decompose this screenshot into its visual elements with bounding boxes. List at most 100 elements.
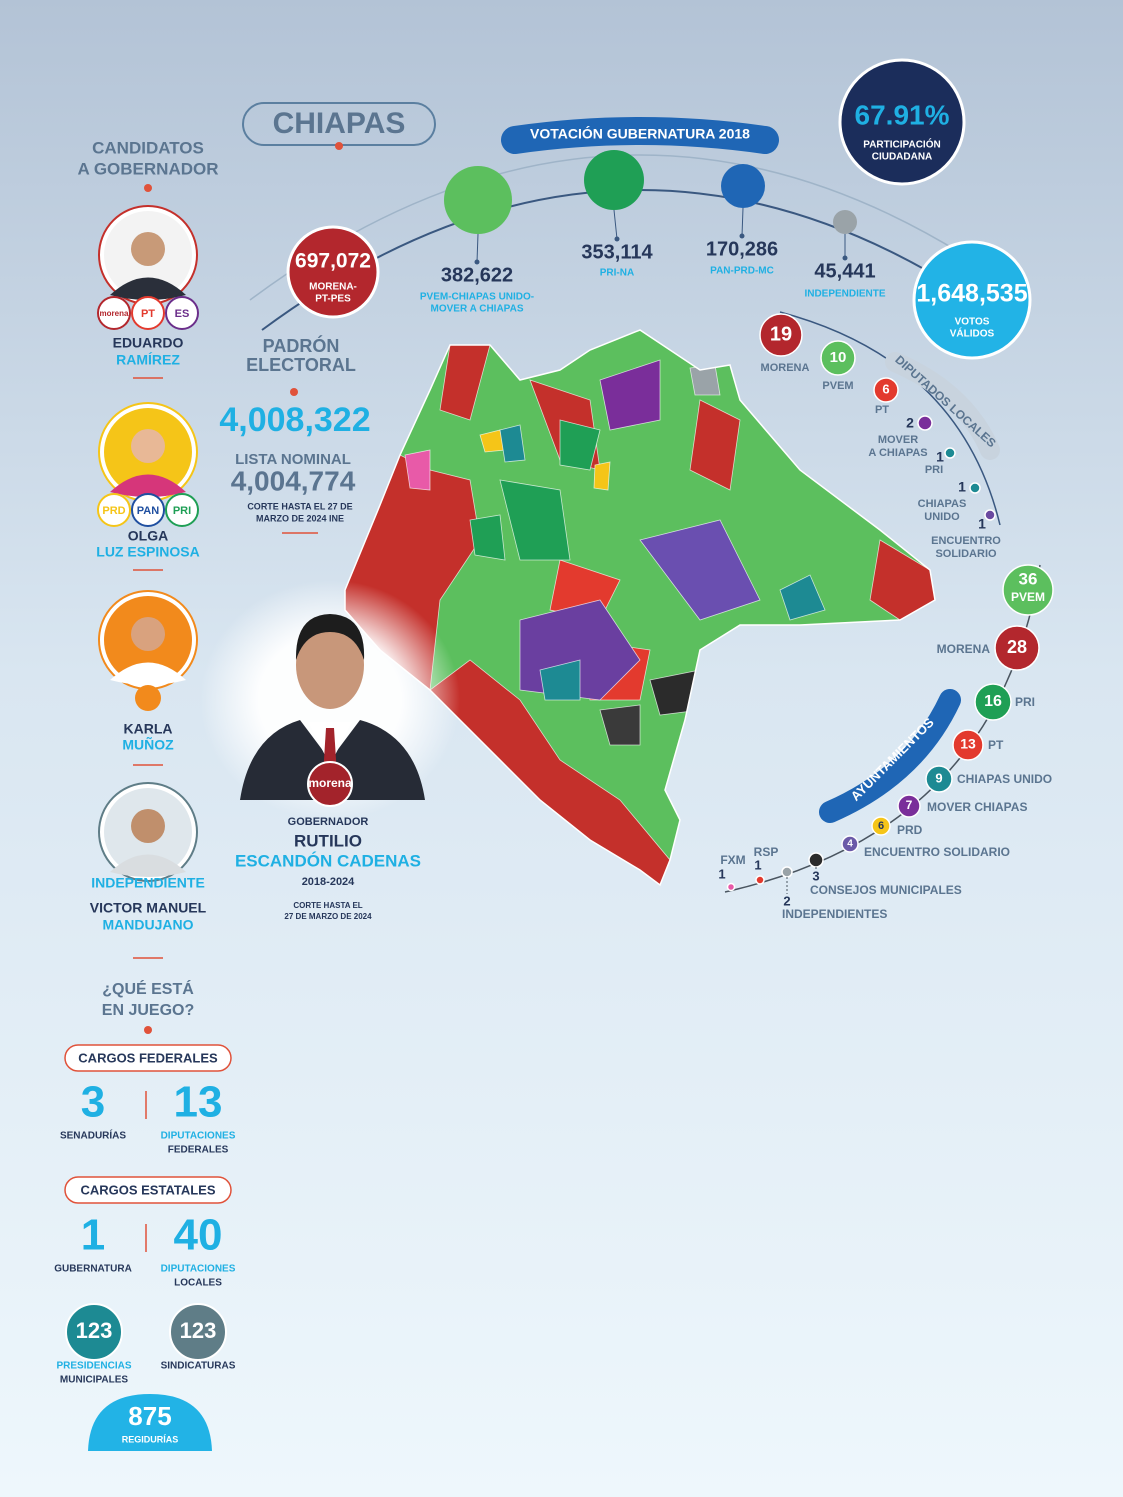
result-party: PAN-PRD-MC — [710, 266, 774, 277]
candidate-surname: MUÑOZ — [122, 736, 174, 753]
accent-dot — [144, 184, 152, 192]
valid-votes-label: VÁLIDOS — [950, 327, 995, 340]
map-region — [599, 359, 661, 431]
stake-label: DIPUTACIONES — [161, 1264, 236, 1275]
stake-badge — [169, 1303, 227, 1361]
council-count: 3 — [812, 868, 819, 883]
seat-party: UNIDO — [924, 511, 960, 523]
nominal-value: 4,004,774 — [231, 465, 356, 496]
council-party: FXM — [720, 853, 745, 867]
section-heading: ¿QUÉ ESTÁ — [102, 979, 194, 998]
stake-number: 3 — [81, 1078, 105, 1127]
map-region — [499, 424, 526, 463]
candidate-surname: MANDUJANO — [103, 917, 194, 933]
governor-party-badge — [307, 761, 353, 807]
seat-count: 2 — [906, 415, 914, 431]
result-votes: 353,114 — [581, 241, 653, 263]
map-region — [639, 519, 761, 621]
padron-value: 4,008,322 — [219, 401, 370, 439]
seat-party: PVEM — [822, 380, 853, 392]
result-party: PRI-NA — [600, 268, 634, 279]
governor-name: RUTILIO — [294, 831, 362, 850]
map-region — [689, 399, 741, 491]
portrait-body — [110, 854, 186, 877]
section-pill-label: CARGOS ESTATALES — [80, 1182, 215, 1197]
seat-count: 1 — [958, 479, 966, 495]
section-pill — [64, 1044, 232, 1072]
council-party: PRI — [1015, 695, 1035, 709]
seat-party: PRI — [925, 464, 943, 476]
seat-party: ENCUENTRO — [931, 535, 1001, 547]
party-logo — [131, 296, 165, 330]
accent-dot — [144, 1026, 152, 1034]
governor-term: 2018-2024 — [302, 876, 355, 888]
result-votes: 45,441 — [814, 260, 875, 282]
party-logo — [97, 296, 131, 330]
participation-badge — [838, 58, 966, 186]
deputies-arc — [779, 311, 1001, 526]
portrait-head — [131, 232, 165, 266]
connector — [741, 207, 744, 237]
seat-count: 1 — [936, 449, 944, 465]
map-region — [559, 419, 601, 471]
result-votes: 382,622 — [441, 264, 513, 286]
seat-party: MOVER — [878, 434, 918, 446]
candidate-surname: LUZ ESPINOSA — [96, 544, 199, 560]
result-bubble — [444, 166, 512, 234]
padron-heading: ELECTORAL — [246, 355, 356, 375]
result-party: MORENA- — [309, 282, 357, 293]
seat-marker — [984, 509, 996, 521]
stake-label: MUNICIPALES — [60, 1375, 128, 1386]
result-votes: 170,286 — [706, 238, 778, 260]
council-party: MORENA — [937, 642, 991, 656]
seat-party: PT — [875, 404, 889, 416]
council-marker — [755, 875, 765, 885]
councils-ribbon — [819, 689, 961, 823]
connector-dot — [739, 233, 745, 239]
connector — [613, 209, 618, 240]
stake-label: PRESIDENCIAS — [56, 1361, 131, 1372]
map-region — [539, 659, 581, 701]
seat-marker — [820, 340, 856, 376]
seat-party: CHIAPAS — [918, 498, 967, 510]
council-marker — [925, 765, 953, 793]
stake-badge-value: 123 — [76, 1318, 113, 1343]
stake-badge — [65, 1303, 123, 1361]
section-heading: CANDIDATOS — [92, 138, 204, 157]
council-party: ENCUENTRO SOLIDARIO — [864, 845, 1010, 859]
party-logo-label: PAN — [137, 505, 159, 517]
governor-surname: ESCANDÓN CADENAS — [235, 851, 421, 870]
council-count: 13 — [960, 736, 976, 752]
accent-dot — [290, 388, 298, 396]
council-marker — [1002, 564, 1054, 616]
portrait-body — [110, 474, 186, 497]
stake-number: 13 — [174, 1078, 223, 1127]
party-logo-label: PT — [141, 308, 155, 320]
seat-party: MORENA — [761, 362, 810, 374]
governor-hair — [295, 614, 365, 660]
stake-label: SINDICATURAS — [161, 1361, 236, 1372]
stake-label: FEDERALES — [168, 1145, 229, 1156]
governor-note: CORTE HASTA EL — [293, 901, 362, 910]
page-title: CHIAPAS — [273, 107, 406, 140]
council-count: 36 — [1019, 569, 1038, 588]
council-marker — [781, 866, 793, 878]
council-party: PRD — [897, 823, 923, 837]
padron-note: MARZO DE 2024 INE — [256, 513, 344, 523]
connector-dot — [474, 259, 480, 265]
portrait-body — [110, 277, 186, 300]
nominal-label: LISTA NOMINAL — [235, 451, 351, 468]
state-outline — [344, 329, 936, 887]
deputies-ribbon — [885, 352, 1000, 460]
section-heading: EN JUEGO? — [102, 1002, 194, 1019]
party-logo — [97, 493, 131, 527]
governor-role: GOBERNADOR — [288, 816, 369, 828]
governor-head — [296, 621, 364, 709]
council-party: PT — [988, 738, 1004, 752]
portrait-head — [131, 429, 165, 463]
arc-outer — [249, 154, 1031, 301]
padron-note: CORTE HASTA EL 27 DE — [247, 501, 352, 511]
candidate-affiliation: INDEPENDIENTE — [91, 875, 205, 891]
